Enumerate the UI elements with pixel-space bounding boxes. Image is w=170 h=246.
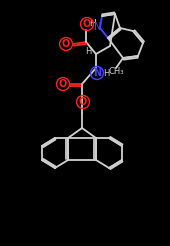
Text: N: N — [93, 68, 101, 78]
Text: H: H — [89, 19, 95, 29]
Text: N: N — [94, 22, 102, 32]
Text: H: H — [85, 46, 91, 56]
Text: O: O — [62, 39, 70, 49]
Text: O: O — [79, 97, 87, 107]
Text: O: O — [83, 19, 91, 29]
Text: H: H — [103, 68, 109, 77]
Text: O: O — [59, 79, 67, 89]
Text: CH₃: CH₃ — [108, 67, 124, 77]
